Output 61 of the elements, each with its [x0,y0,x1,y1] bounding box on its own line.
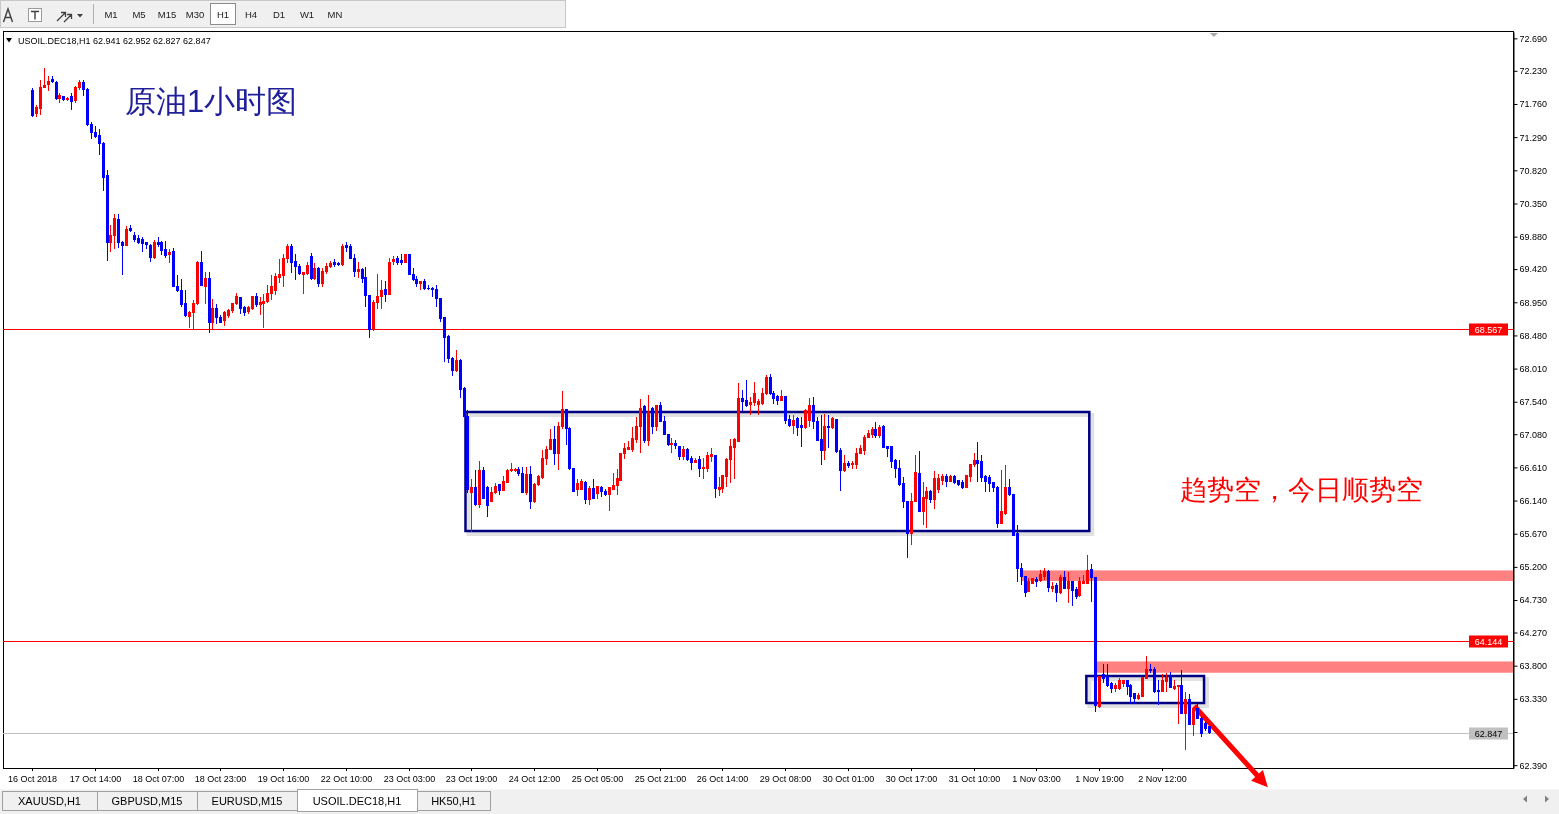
x-tick-label: 22 Oct 10:00 [320,774,373,784]
y-tick-label: 64.270 [1519,627,1548,638]
text: M1 [104,9,118,20]
y-tick-label: 71.760 [1519,99,1548,110]
y-tick-label: 69.880 [1519,232,1548,243]
y-tick-label: 62.390 [1519,760,1548,771]
ref-line-label: 62.847 [1474,728,1503,739]
y-tick-label: 70.820 [1519,165,1548,176]
text: M15 [157,9,177,20]
text: W1 [299,9,315,20]
y-tick-label: 69.420 [1519,264,1548,275]
text: M30 [185,9,205,20]
text: H4 [244,9,258,20]
ref-line-label: 64.144 [1474,636,1503,647]
annotation: 原油1小时图 [125,83,298,119]
y-tick-label: 67.540 [1519,397,1548,408]
y-tick-label: 68.480 [1519,330,1548,341]
x-tick-label: 24 Oct 12:00 [508,774,561,784]
x-tick-label: 26 Oct 14:00 [696,774,749,784]
text: M5 [132,9,146,20]
x-tick-label: 19 Oct 16:00 [257,774,310,784]
x-tick-label: 23 Oct 19:00 [445,774,498,784]
ref-line-label: 68.567 [1474,324,1503,335]
annotation: 趋势空，今日顺势空 [1180,475,1423,505]
text: H1 [216,9,230,20]
y-tick-label: 66.610 [1519,462,1548,473]
x-tick-label: 1 Nov 19:00 [1075,774,1124,784]
y-tick-label: 67.080 [1519,429,1548,440]
text: MN [327,9,343,20]
y-tick-label: 65.200 [1519,562,1548,573]
text: EURUSD,M15 [211,795,283,807]
y-tick-label: 63.800 [1519,661,1548,672]
text: GBPUSD,M15 [111,795,183,807]
x-tick-label: 16 Oct 2018 [7,774,58,784]
x-tick-label: 18 Oct 23:00 [194,774,247,784]
y-tick-label: 71.290 [1519,132,1548,143]
y-tick-label: 64.730 [1519,595,1548,606]
x-tick-label: 29 Oct 08:00 [759,774,812,784]
y-tick-label: 63.330 [1519,694,1548,705]
x-tick-label: 18 Oct 07:00 [132,774,185,784]
x-tick-label: 23 Oct 03:00 [383,774,436,784]
text: HK50,H1 [431,795,476,807]
y-tick-label: 66.140 [1519,495,1548,506]
x-tick-label: 1 Nov 03:00 [1012,774,1061,784]
text: USOIL.DEC18,H1 [312,795,402,807]
y-tick-label: 68.950 [1519,297,1548,308]
x-tick-label: 2 Nov 12:00 [1138,774,1187,784]
x-tick-label: 25 Oct 05:00 [571,774,624,784]
x-tick-label: 31 Oct 10:00 [948,774,1001,784]
x-tick-label: 30 Oct 01:00 [822,774,875,784]
y-tick-label: 70.350 [1519,198,1548,209]
y-tick-label: 68.010 [1519,363,1548,374]
y-tick-label: 72.230 [1519,66,1548,77]
y-tick-label: 65.670 [1519,529,1548,540]
chart-title: USOIL.DEC18,H1 62.941 62.952 62.827 62.847 [18,36,211,46]
x-tick-label: 25 Oct 21:00 [634,774,687,784]
x-tick-label: 17 Oct 14:00 [69,774,122,784]
x-tick-label: 30 Oct 17:00 [885,774,938,784]
text: XAUUSD,H1 [18,795,81,807]
text: D1 [272,9,286,20]
y-tick-label: 72.690 [1519,33,1548,44]
